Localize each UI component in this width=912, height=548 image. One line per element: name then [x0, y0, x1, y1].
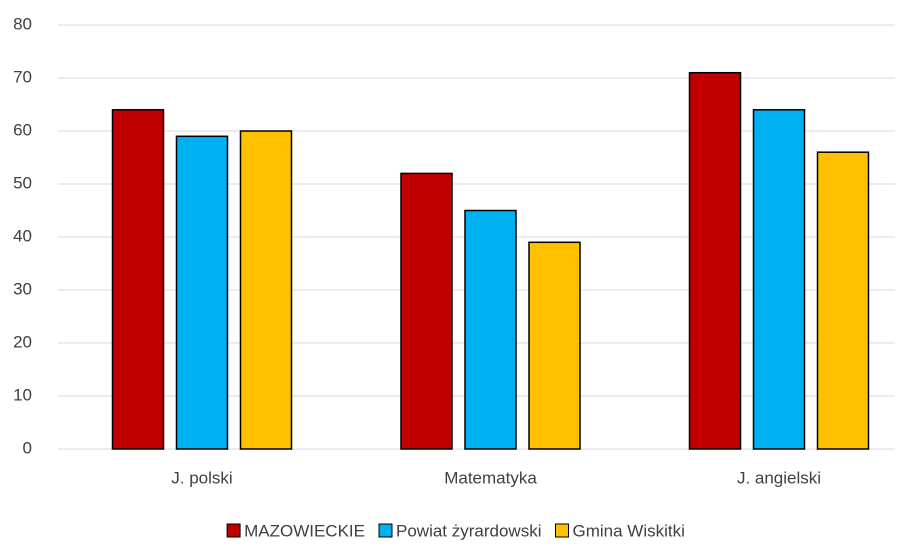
bar — [688, 71, 742, 450]
bar — [175, 135, 229, 450]
y-tick-label: 40 — [13, 226, 32, 245]
x-tick-label: Matematyka — [444, 468, 537, 487]
y-tick-label: 0 — [23, 438, 32, 457]
legend-label: Powiat żyrardowski — [396, 521, 542, 540]
legend-label: MAZOWIECKIE — [244, 521, 365, 540]
bar — [111, 109, 165, 450]
y-tick-label: 20 — [13, 332, 32, 351]
bar — [400, 172, 453, 450]
x-tick-label: J. polski — [171, 468, 232, 487]
y-tick-label: 30 — [13, 279, 32, 298]
legend-swatch — [226, 523, 241, 538]
bar — [752, 109, 806, 450]
y-tick-label: 10 — [13, 385, 32, 404]
bar — [239, 130, 293, 450]
legend-swatch — [378, 523, 393, 538]
bar — [816, 151, 870, 450]
legend-swatch — [555, 523, 569, 538]
x-tick-label: J. angielski — [737, 468, 821, 487]
y-tick-label: 80 — [13, 14, 32, 33]
bar — [528, 241, 581, 450]
legend-label: Gmina Wiskitki — [573, 521, 685, 540]
y-tick-label: 70 — [13, 67, 32, 86]
y-tick-label: 60 — [13, 120, 32, 139]
bar — [464, 209, 517, 450]
y-tick-label: 50 — [13, 173, 32, 192]
